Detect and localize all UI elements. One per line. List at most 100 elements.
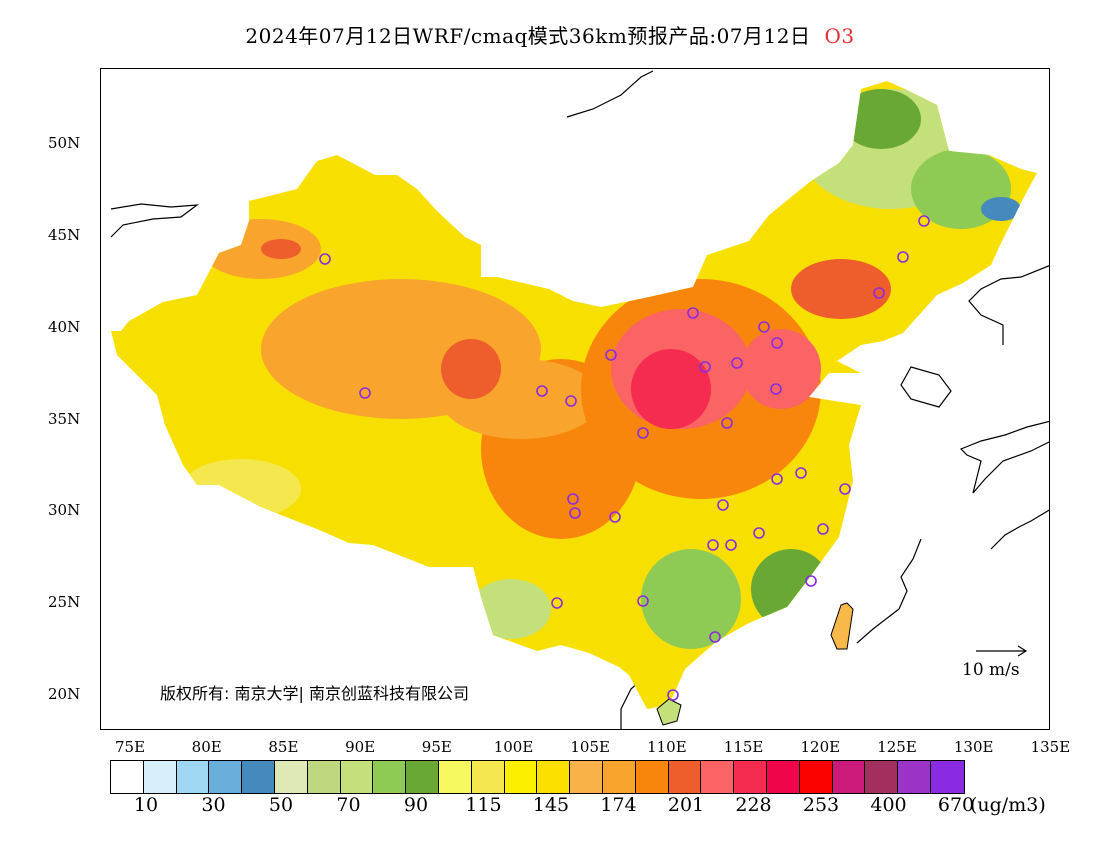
station-marker [897, 251, 909, 263]
station-marker [609, 511, 621, 523]
title-variable: O3 [824, 24, 855, 48]
station-marker [839, 483, 851, 495]
island-outlines [656, 602, 854, 726]
colorbar-label: 400 [870, 794, 907, 816]
colorbar-swatch [570, 761, 603, 793]
colorbar-label: 50 [268, 794, 294, 816]
station-marker [817, 523, 829, 535]
colorbar-swatch [701, 761, 735, 793]
station-marker [569, 507, 581, 519]
station-marker [707, 539, 719, 551]
longitude-label: 115E [723, 738, 764, 756]
station-marker [721, 417, 733, 429]
longitude-label: 120E [800, 738, 841, 756]
colorbar-label: 228 [735, 794, 772, 816]
station-markers [319, 215, 930, 701]
station-marker [795, 467, 807, 479]
colorbar-swatch [373, 761, 407, 793]
longitude-label: 125E [877, 738, 917, 756]
colorbar-label: 70 [336, 794, 361, 816]
colorbar-swatch [766, 761, 800, 793]
longitude-label: 100E [493, 738, 534, 756]
station-marker [637, 595, 649, 607]
longitude-label: 130E [953, 738, 994, 756]
station-marker [771, 337, 783, 349]
colorbar-label: 201 [667, 794, 705, 816]
longitude-label: 105E [570, 738, 610, 756]
colorbar-swatch [209, 761, 243, 793]
colorbar-label: 115 [465, 794, 502, 816]
coastline-outlines [110, 70, 1049, 729]
station-marker [667, 689, 679, 701]
longitude-label: 90E [345, 738, 376, 756]
latitude-label: 35N [48, 410, 81, 428]
latitude-label: 20N [48, 685, 81, 703]
colorbar-swatch [734, 761, 767, 793]
colorbar-swatch [930, 761, 964, 793]
colorbar-swatch [865, 761, 899, 793]
title-text: 2024年07月12日WRF/cmaq模式36km预报产品:07月12日 [245, 24, 811, 48]
station-marker [687, 307, 699, 319]
latitude-label: 25N [48, 593, 81, 611]
colorbar-unit: (ug/m3) [970, 794, 1046, 816]
colorbar-swatch [143, 761, 177, 793]
station-marker [637, 427, 649, 439]
longitude-label: 80E [191, 738, 222, 756]
station-marker [753, 527, 765, 539]
ozone-map [110, 70, 1049, 729]
colorbar-label: 30 [201, 794, 226, 816]
colorbar-swatch [832, 761, 866, 793]
colorbar-label: 90 [403, 794, 429, 816]
station-marker [565, 395, 577, 407]
colorbar-swatch [537, 761, 571, 793]
colorbar-swatch [471, 761, 505, 793]
colorbar-swatch [602, 761, 636, 793]
latitude-label: 45N [48, 226, 81, 244]
colorbar-swatch [635, 761, 669, 793]
colorbar-label: 10 [133, 794, 159, 816]
station-marker [567, 493, 579, 505]
colorbar-label: 253 [802, 794, 840, 816]
station-marker [725, 539, 737, 551]
colorbar-swatch [504, 761, 538, 793]
colorbar-swatch [406, 761, 439, 793]
station-marker [319, 253, 331, 265]
station-marker [605, 349, 617, 361]
colorbar-swatch [438, 761, 472, 793]
station-marker [536, 385, 548, 397]
latitude-label: 40N [48, 318, 81, 336]
longitude-label: 110E [647, 738, 687, 756]
colorbar-label: 174 [600, 794, 637, 816]
colorbar-swatch [274, 761, 308, 793]
colorbar-swatch [242, 761, 275, 793]
station-marker [771, 473, 783, 485]
colorbar-label: 145 [532, 794, 570, 816]
latitude-label: 50N [48, 134, 81, 152]
colorbar-swatch [799, 761, 833, 793]
map-title: 2024年07月12日WRF/cmaq模式36km预报产品:07月12日 O3 [0, 20, 1100, 49]
station-marker [918, 215, 930, 227]
station-marker [699, 361, 711, 373]
station-marker [805, 575, 817, 587]
longitude-label: 75E [114, 738, 146, 756]
station-marker [758, 321, 770, 333]
colorbar [110, 760, 965, 794]
station-marker [551, 597, 563, 609]
longitude-label: 95E [421, 738, 452, 756]
colorbar-swatch [176, 761, 210, 793]
longitude-label: 85E [268, 738, 299, 756]
colorbar-label: 670 [937, 794, 975, 816]
wind-scale-label: 10 m/s [962, 660, 1020, 680]
station-marker [359, 387, 371, 399]
longitude-label: 135E [1030, 738, 1071, 756]
station-marker [770, 383, 782, 395]
station-marker [717, 499, 729, 511]
colorbar-swatch [340, 761, 374, 793]
colorbar-swatch [668, 761, 702, 793]
station-marker [873, 287, 885, 299]
colorbar-swatch [111, 761, 144, 793]
colorbar-swatch [307, 761, 341, 793]
station-marker [731, 357, 743, 369]
copyright-text: 版权所有: 南京大学| 南京创蓝科技有限公司 [160, 684, 469, 703]
